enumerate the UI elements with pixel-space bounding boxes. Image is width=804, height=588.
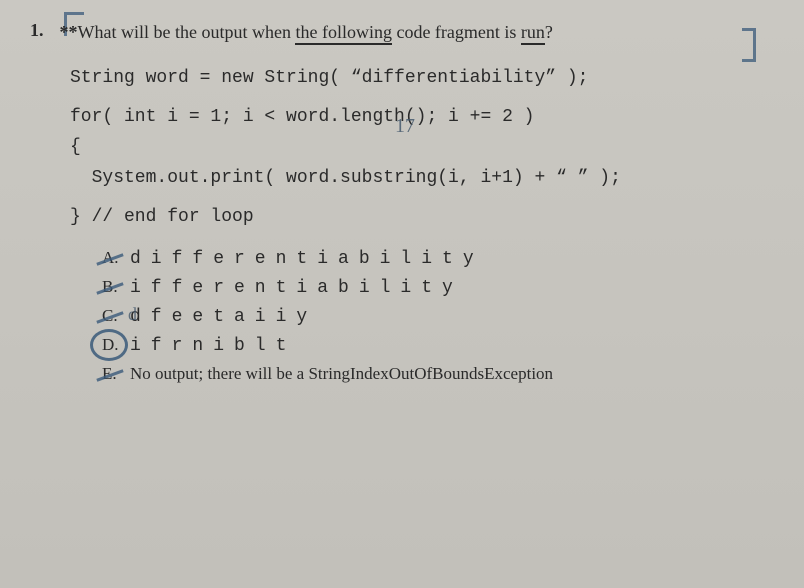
answer-a: A.differentiability	[102, 248, 774, 269]
handwritten-d: d	[128, 304, 137, 325]
handwritten-17: 17	[395, 115, 415, 138]
answer-d: D.ifrniblt	[102, 335, 774, 356]
code-line-1: String word = new String( “differentiabi…	[70, 63, 774, 94]
answer-c-text: dfeetaiiy	[130, 307, 317, 327]
answer-e: E.No output; there will be a StringIndex…	[102, 364, 774, 384]
answer-b: B.ifferentiability	[102, 277, 774, 298]
code-line-3: {	[70, 132, 774, 163]
question-number: 1.	[30, 20, 44, 41]
answers-block: A.differentiability B.ifferentiability C…	[102, 248, 774, 384]
answer-e-text: No output; there will be a StringIndexOu…	[130, 364, 553, 383]
code-line-2: for( int i = 1; i < word.length(); i += …	[70, 102, 774, 133]
pen-circle-d	[90, 329, 128, 361]
question-header: 1. **What will be the output when the fo…	[30, 20, 774, 45]
code-line-4: System.out.print( word.substring(i, i+1)…	[70, 163, 774, 194]
answer-d-text: ifrniblt	[130, 336, 296, 356]
answer-b-text: ifferentiability	[130, 278, 463, 298]
question-text: **What will be the output when the follo…	[56, 20, 553, 45]
answer-a-text: differentiability	[130, 249, 484, 269]
code-line-5: } // end for loop	[70, 202, 774, 233]
answer-c: C.ddfeetaiiy	[102, 306, 774, 327]
pen-bracket-end	[742, 28, 756, 62]
